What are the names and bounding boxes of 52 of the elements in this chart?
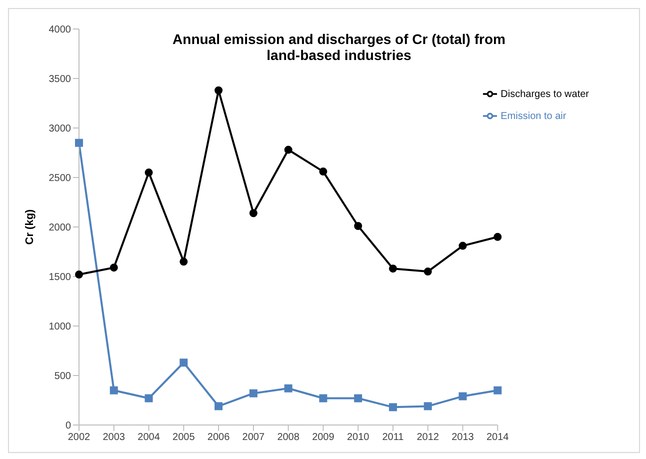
legend-label: Emission to air	[500, 111, 566, 122]
point	[284, 146, 292, 154]
point	[319, 394, 328, 402]
x-tick-label: 2009	[312, 432, 335, 444]
x-tick-label: 2014	[486, 432, 510, 444]
x-tick-label: 2007	[242, 432, 265, 444]
point	[458, 242, 467, 250]
text: Annual emission and discharges of Cr (total) from land-based industries	[172, 31, 506, 63]
x-tick-label: 2006	[207, 432, 230, 444]
point	[319, 168, 328, 176]
x-tick-label: 2005	[172, 432, 196, 444]
point	[424, 402, 432, 410]
point	[494, 232, 502, 241]
point	[249, 209, 258, 218]
point	[75, 138, 83, 147]
y-tick-label: 1500	[48, 272, 72, 284]
x-tick-label: 2012	[416, 432, 440, 444]
point	[144, 168, 153, 177]
point	[249, 389, 258, 398]
point	[388, 403, 397, 412]
point	[214, 86, 223, 94]
point	[75, 270, 83, 279]
point	[494, 386, 502, 394]
y-tick-label: 2500	[48, 173, 72, 184]
x-tick-label: 2013	[452, 432, 474, 444]
point	[214, 402, 223, 410]
y-tick-label: 3000	[48, 124, 72, 135]
point	[388, 264, 397, 273]
point	[110, 386, 118, 394]
y-tick-label: 500	[54, 371, 72, 382]
point	[180, 258, 188, 266]
x-tick-label: 2010	[346, 432, 370, 444]
point	[424, 268, 432, 276]
x-tick-label: 2003	[102, 432, 126, 444]
x-tick-label: 2011	[382, 432, 404, 444]
point	[180, 358, 188, 367]
x-tick-label: 2002	[68, 432, 91, 444]
point	[354, 394, 362, 402]
point	[354, 222, 362, 230]
y-tick-label: 1000	[48, 322, 72, 333]
y-tick-label: 2000	[48, 222, 72, 234]
point	[110, 264, 118, 272]
x-tick-label: 2008	[277, 432, 300, 444]
y-tick-label: 3500	[48, 74, 72, 86]
y-tick-label: 0	[65, 420, 72, 432]
point	[144, 394, 153, 402]
point	[458, 392, 467, 400]
x-tick-label: 2004	[138, 432, 160, 444]
point	[284, 384, 292, 392]
y-axis-title: Cr (kg)	[24, 208, 36, 245]
legend-label: Discharges to water	[500, 89, 589, 100]
y-tick-label: 4000	[48, 24, 72, 36]
